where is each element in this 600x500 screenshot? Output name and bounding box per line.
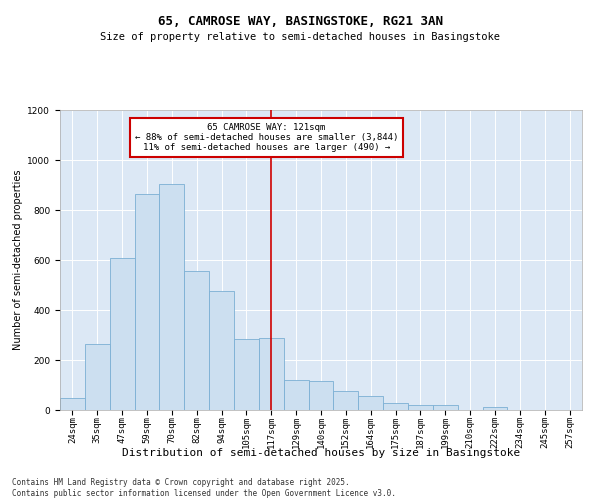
Bar [358, 396, 383, 410]
Bar [60, 398, 85, 410]
Bar [85, 344, 110, 410]
Bar [308, 381, 334, 410]
Text: 65, CAMROSE WAY, BASINGSTOKE, RG21 3AN: 65, CAMROSE WAY, BASINGSTOKE, RG21 3AN [157, 15, 443, 28]
Bar [482, 406, 508, 410]
Bar [408, 405, 433, 410]
Y-axis label: Number of semi-detached properties: Number of semi-detached properties [13, 170, 23, 350]
Bar [334, 391, 358, 410]
Bar [184, 271, 209, 410]
Bar [160, 184, 184, 410]
Text: Size of property relative to semi-detached houses in Basingstoke: Size of property relative to semi-detach… [100, 32, 500, 42]
Bar [110, 258, 134, 410]
Bar [433, 405, 458, 410]
Text: Contains HM Land Registry data © Crown copyright and database right 2025.
Contai: Contains HM Land Registry data © Crown c… [12, 478, 396, 498]
Bar [134, 194, 160, 410]
Text: 65 CAMROSE WAY: 121sqm
← 88% of semi-detached houses are smaller (3,844)
11% of : 65 CAMROSE WAY: 121sqm ← 88% of semi-det… [134, 122, 398, 152]
Bar [383, 403, 408, 410]
Bar [234, 339, 259, 410]
Bar [284, 380, 308, 410]
Text: Distribution of semi-detached houses by size in Basingstoke: Distribution of semi-detached houses by … [122, 448, 520, 458]
Bar [259, 338, 284, 410]
Bar [209, 291, 234, 410]
